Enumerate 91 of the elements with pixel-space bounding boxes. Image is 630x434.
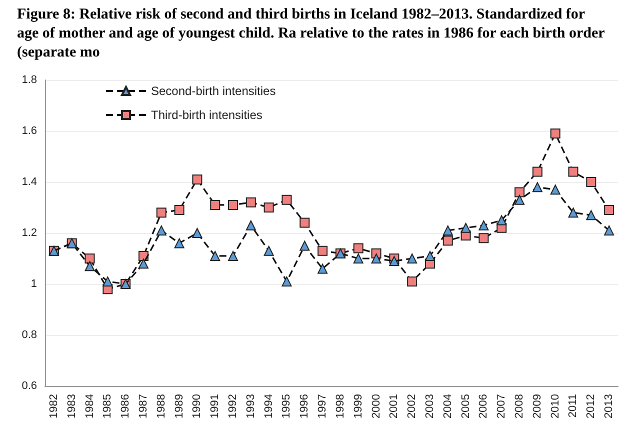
point bbox=[407, 276, 418, 286]
x-tick-label: 2006 bbox=[478, 394, 490, 418]
point bbox=[442, 236, 453, 246]
point bbox=[264, 246, 274, 256]
x-tick-label: 1996 bbox=[298, 394, 311, 418]
chart-title: Figure 8: Relative risk of second and third births in Iceland 1982–2013. Standardized for age of mother and age of youngest child. Ra relative to the rates in 1986 for each birth order (separate mo bbox=[17, 6, 608, 60]
point bbox=[514, 194, 525, 205]
x-tick-label: 2001 bbox=[388, 394, 400, 418]
x-tick-label: 2002 bbox=[406, 394, 418, 418]
point bbox=[174, 238, 184, 248]
point bbox=[442, 225, 453, 236]
point bbox=[478, 220, 489, 230]
point bbox=[568, 166, 578, 177]
point bbox=[496, 215, 507, 226]
legend-label: Second-birth intensities bbox=[151, 84, 276, 98]
point bbox=[550, 128, 560, 139]
legend-label: Third-birth intensities bbox=[151, 108, 262, 122]
y-tick-label: 1.6 bbox=[22, 125, 37, 137]
point bbox=[228, 250, 238, 261]
x-tick-label: 1989 bbox=[173, 394, 186, 418]
x-tick-label: 1986 bbox=[120, 394, 132, 418]
x-tick-label: 1985 bbox=[102, 394, 114, 418]
y-tick-label: 0.6 bbox=[22, 380, 37, 392]
point bbox=[102, 276, 113, 286]
point bbox=[228, 200, 238, 210]
point bbox=[353, 254, 364, 264]
point bbox=[424, 250, 435, 261]
y-tick-label: 1.8 bbox=[22, 74, 37, 86]
point bbox=[460, 222, 471, 233]
point bbox=[246, 197, 256, 208]
x-tick-label: 2013 bbox=[603, 394, 616, 418]
point bbox=[138, 258, 148, 269]
x-tick-label: 2004 bbox=[442, 394, 454, 418]
point bbox=[300, 240, 310, 251]
point bbox=[192, 174, 202, 184]
y-tick-label: 1.4 bbox=[22, 176, 37, 188]
point bbox=[389, 256, 400, 266]
x-tick-label: 1995 bbox=[280, 394, 293, 418]
point bbox=[371, 254, 382, 264]
x-tick-label: 2009 bbox=[531, 394, 544, 418]
point bbox=[318, 246, 328, 256]
x-tick-label: 1982 bbox=[48, 394, 60, 418]
x-tick-label: 2007 bbox=[496, 394, 508, 418]
x-tick-label: 2000 bbox=[370, 394, 382, 418]
point bbox=[300, 218, 310, 228]
point bbox=[174, 205, 184, 216]
point bbox=[478, 233, 489, 244]
point bbox=[604, 225, 614, 236]
point bbox=[282, 194, 292, 205]
x-tick-label: 2011 bbox=[567, 394, 580, 418]
x-tick-label: 1999 bbox=[352, 394, 364, 418]
y-tick-label: 0.8 bbox=[22, 329, 37, 341]
point bbox=[604, 205, 614, 216]
x-tick-label: 1992 bbox=[227, 394, 240, 418]
point bbox=[318, 264, 328, 274]
point bbox=[586, 210, 596, 220]
x-tick-label: 2012 bbox=[585, 394, 598, 418]
y-tick-label: 1 bbox=[30, 278, 37, 290]
point bbox=[514, 187, 525, 198]
point bbox=[84, 261, 95, 272]
x-tick-label: 1983 bbox=[66, 394, 78, 418]
point bbox=[353, 243, 364, 254]
x-tick-label: 1994 bbox=[262, 394, 275, 418]
point bbox=[586, 177, 596, 187]
x-tick-label: 2005 bbox=[460, 394, 472, 418]
y-tick-label: 1.2 bbox=[22, 227, 37, 239]
point bbox=[192, 228, 202, 238]
x-tick-label: 1997 bbox=[316, 394, 329, 418]
point bbox=[568, 208, 578, 218]
point bbox=[210, 250, 220, 261]
x-tick-label: 1993 bbox=[244, 394, 257, 418]
x-tick-label: 2003 bbox=[424, 394, 436, 418]
x-tick-label: 1987 bbox=[137, 394, 150, 418]
point bbox=[84, 254, 95, 264]
point bbox=[282, 276, 292, 286]
point bbox=[264, 202, 274, 212]
x-tick-label: 1998 bbox=[334, 394, 346, 418]
x-tick-label: 2010 bbox=[549, 394, 562, 418]
point bbox=[156, 208, 166, 218]
x-tick-label: 1990 bbox=[191, 394, 204, 418]
point bbox=[407, 254, 418, 264]
point bbox=[532, 166, 542, 177]
point bbox=[156, 225, 166, 236]
point bbox=[550, 184, 560, 195]
point bbox=[210, 200, 220, 210]
point bbox=[246, 220, 256, 230]
x-tick-label: 1991 bbox=[209, 394, 222, 418]
x-tick-label: 1988 bbox=[155, 394, 168, 418]
x-tick-label: 1984 bbox=[84, 394, 96, 418]
point bbox=[532, 182, 542, 192]
x-tick-label: 2008 bbox=[514, 394, 526, 418]
